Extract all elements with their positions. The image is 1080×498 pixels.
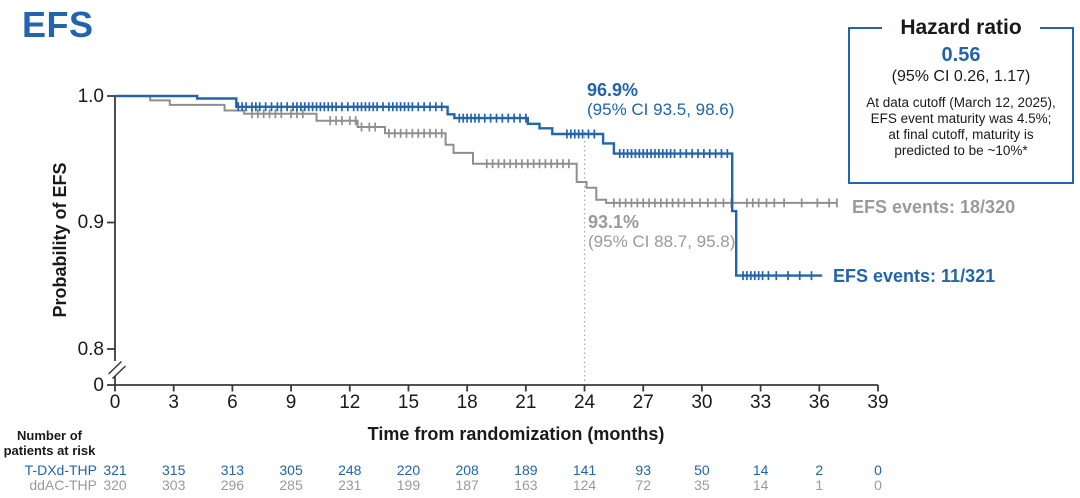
km-curve xyxy=(115,95,837,204)
tdxd-24mo-annotation: 96.9% (95% CI 93.5, 98.6) xyxy=(587,80,734,120)
risk-count: 93 xyxy=(635,462,651,478)
risk-count: 50 xyxy=(694,462,710,478)
axes xyxy=(107,95,879,392)
risk-count: 124 xyxy=(572,477,597,493)
risk-count: 321 xyxy=(103,462,127,478)
risk-table-header-line2: patients at risk xyxy=(3,443,96,458)
risk-count: 199 xyxy=(396,477,421,493)
risk-count: 35 xyxy=(694,477,710,493)
risk-count: 313 xyxy=(220,462,245,478)
ddac-thp-series xyxy=(115,95,838,208)
risk-count: 163 xyxy=(514,477,538,493)
x-tick-label: 12 xyxy=(339,392,361,413)
x-tick-label: 33 xyxy=(750,392,772,413)
risk-count: 220 xyxy=(396,462,421,478)
hazard-ratio-note: At data cutoff (March 12, 2025), EFS eve… xyxy=(850,95,1072,159)
ddac-24mo-annotation: 93.1% (95% CI 88.7, 95.8) xyxy=(588,212,735,252)
ddac-24mo-pct: 93.1% xyxy=(588,212,640,232)
note-line-1: At data cutoff (March 12, 2025), xyxy=(866,95,1056,110)
risk-count: 141 xyxy=(572,462,597,478)
x-tick-label: 39 xyxy=(867,392,889,413)
x-tick-label: 15 xyxy=(397,392,420,413)
ddac-events-label: EFS events: 18/320 xyxy=(852,197,1016,217)
tdxd-events-label: EFS events: 11/321 xyxy=(833,266,996,286)
risk-count: 14 xyxy=(752,462,769,478)
risk-count: 305 xyxy=(279,462,303,478)
risk-count: 1 xyxy=(815,477,824,493)
x-tick-label: 24 xyxy=(573,392,596,413)
x-tick-label: 9 xyxy=(285,392,297,413)
note-line-4: predicted to be ~10%* xyxy=(894,143,1028,158)
x-tick-label: 27 xyxy=(632,392,654,413)
hazard-ratio-box: Hazard ratio 0.56 (95% CI 0.26, 1.17) At… xyxy=(848,16,1074,184)
risk-count: 303 xyxy=(162,477,186,493)
x-tick-label: 0 xyxy=(109,392,121,413)
risk-count: 0 xyxy=(874,462,882,478)
note-line-3: at final cutoff, maturity is xyxy=(888,127,1034,142)
hazard-ratio-ci: (95% CI 0.26, 1.17) xyxy=(891,68,1031,85)
risk-table-header-line1: Number of xyxy=(17,428,82,443)
ddac-24mo-ci: (95% CI 88.7, 95.8) xyxy=(588,232,736,251)
hazard-ratio-title: Hazard ratio xyxy=(882,16,1040,40)
y-tick-label: 0.8 xyxy=(77,338,104,360)
risk-count: 248 xyxy=(338,462,362,478)
note-line-2: EFS event maturity was 4.5%; xyxy=(870,111,1052,126)
risk-count: 315 xyxy=(162,462,186,478)
y-tick-label: 0 xyxy=(93,374,104,396)
risk-count: 2 xyxy=(815,462,824,478)
risk-row-label-ddac: ddAC-THP xyxy=(29,477,97,493)
risk-count: 0 xyxy=(874,477,882,493)
risk-row-label-tdxd: T-DXd-THP xyxy=(24,462,97,478)
hazard-ratio-value: 0.56 xyxy=(941,44,981,66)
tdxd-24mo-ci: (95% CI 93.5, 98.6) xyxy=(587,100,735,119)
y-tick-label: 1.0 xyxy=(77,85,104,107)
t-dxd-thp-series xyxy=(115,94,823,281)
km-curve xyxy=(115,94,823,277)
x-tick-label: 21 xyxy=(515,392,537,413)
risk-count: 72 xyxy=(635,477,651,493)
risk-count: 189 xyxy=(514,462,538,478)
x-tick-label: 36 xyxy=(808,392,830,413)
risk-count: 208 xyxy=(455,462,479,478)
risk-count: 320 xyxy=(103,477,127,493)
risk-count: 231 xyxy=(338,477,362,493)
axis-break-slash xyxy=(107,360,123,375)
x-axis-title: Time from randomization (months) xyxy=(367,424,665,444)
x-tick-label: 18 xyxy=(456,392,478,413)
figure-title: EFS xyxy=(22,4,94,45)
risk-count: 296 xyxy=(220,477,245,493)
tdxd-24mo-pct: 96.9% xyxy=(587,80,639,100)
risk-count: 285 xyxy=(279,477,303,493)
risk-count: 187 xyxy=(455,477,479,493)
x-tick-label: 30 xyxy=(691,392,713,413)
x-tick-label: 3 xyxy=(168,392,179,413)
axis-break-slash xyxy=(111,365,127,380)
y-tick-label: 0.9 xyxy=(77,212,104,233)
risk-count: 14 xyxy=(752,477,769,493)
x-tick-label: 6 xyxy=(227,392,238,413)
